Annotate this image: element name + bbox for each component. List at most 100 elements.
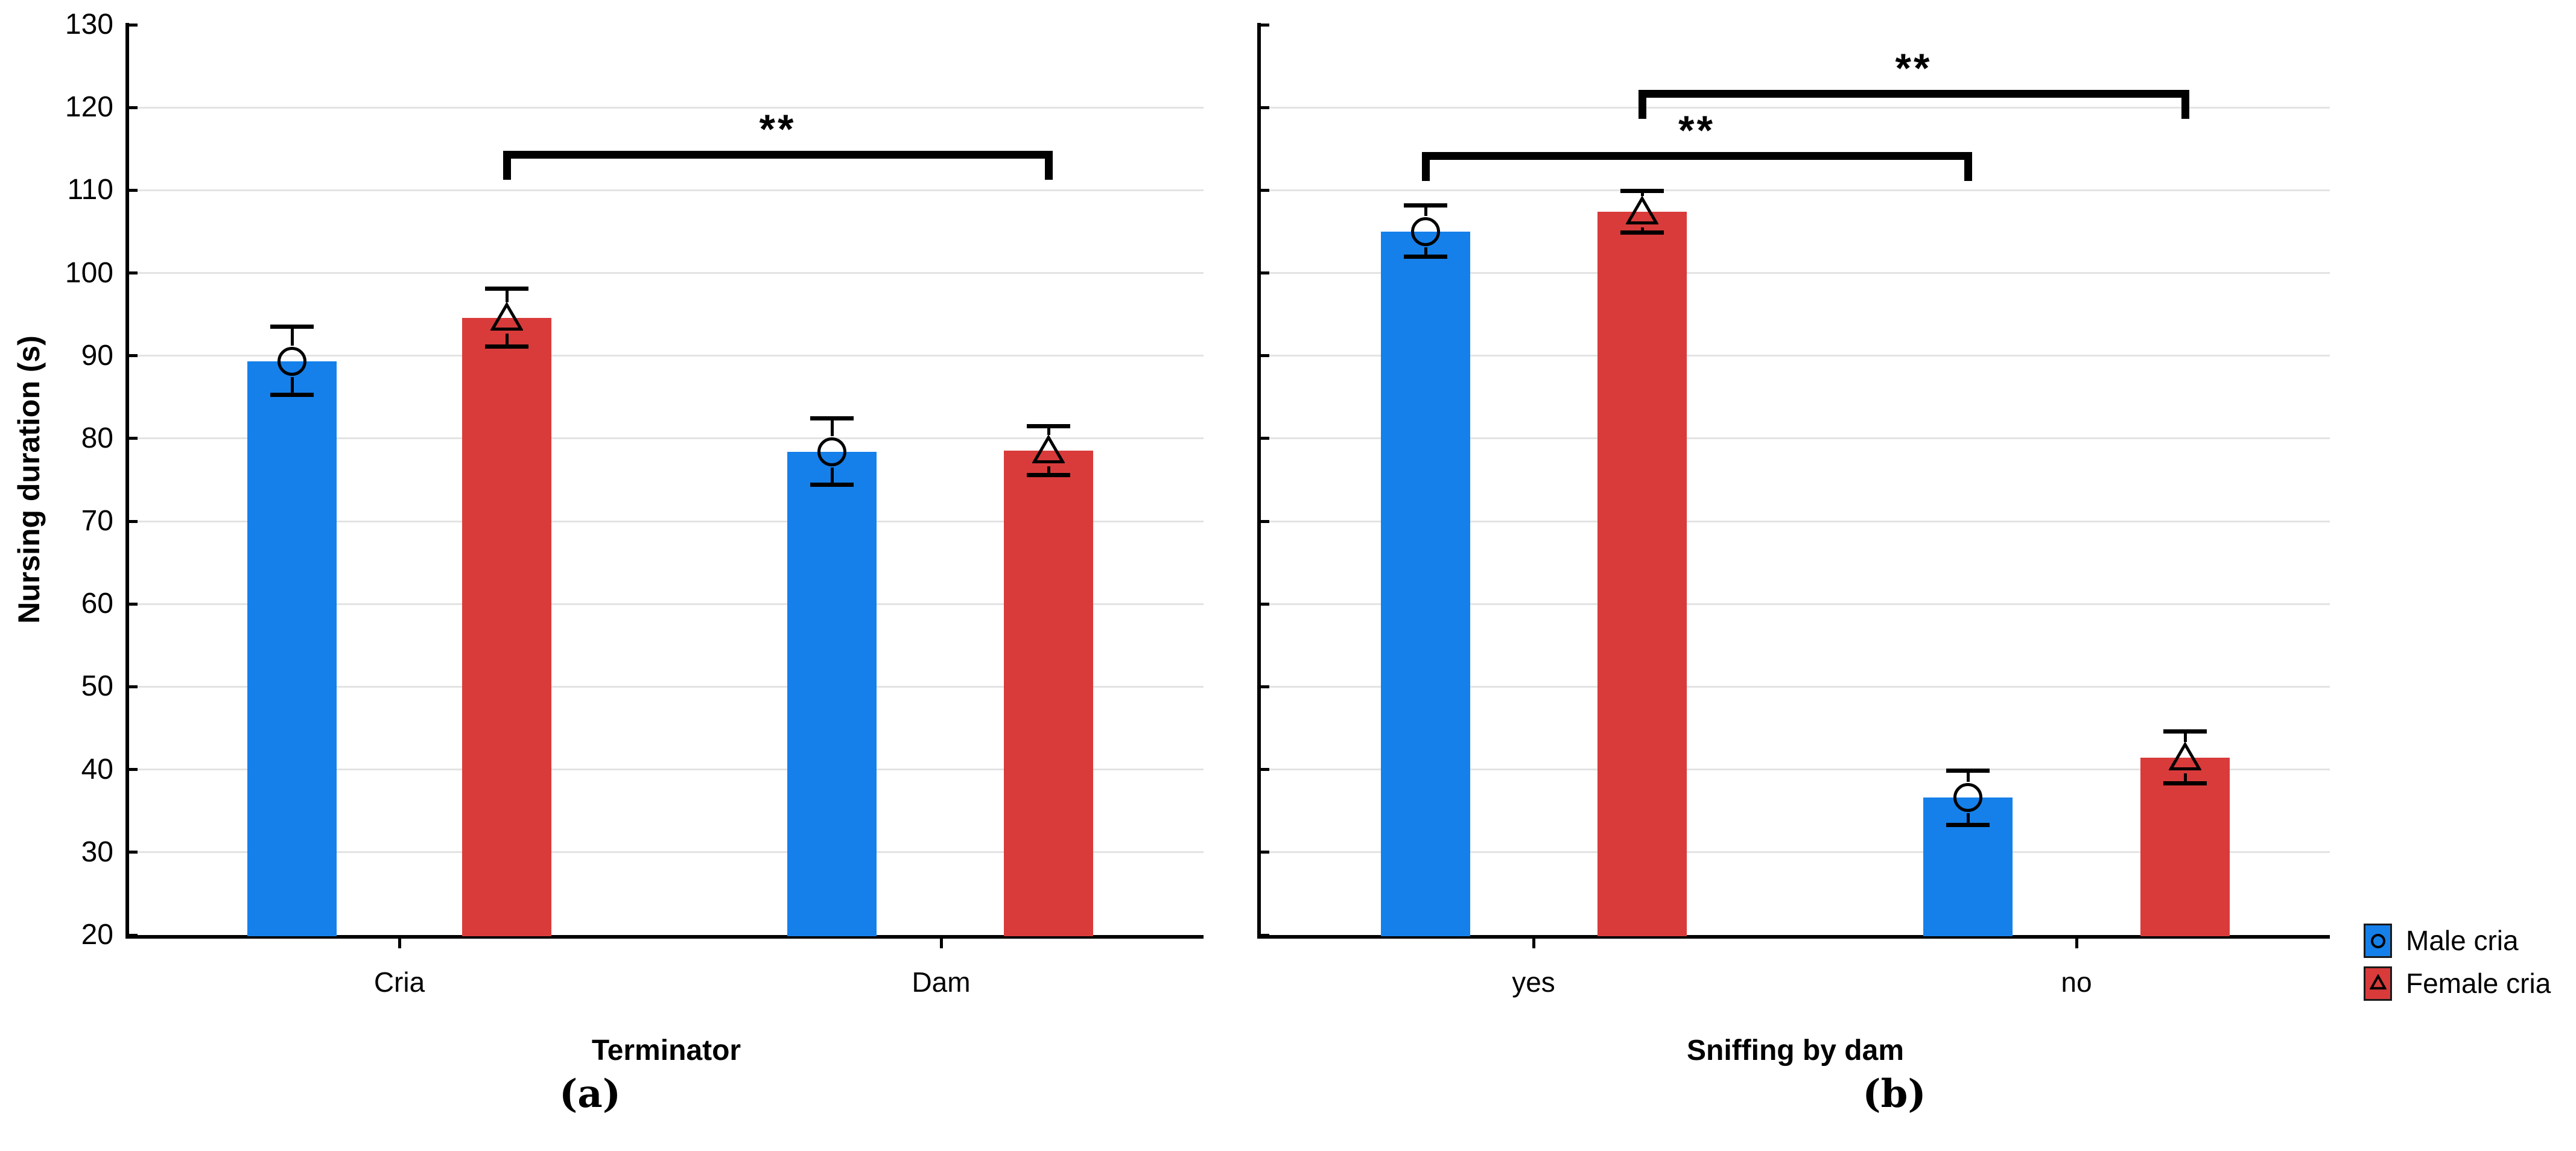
gridline	[129, 851, 1204, 854]
legend-label: Male cria	[2406, 925, 2519, 956]
errorbar-stem	[1424, 205, 1427, 216]
gridline	[129, 106, 1204, 109]
x-axis-title: Terminator	[591, 1035, 741, 1067]
errorbar-stem	[1047, 466, 1050, 475]
sig-bracket-end	[1638, 89, 1646, 119]
y-tick	[129, 23, 138, 27]
gridline	[129, 685, 1204, 688]
y-tick	[1261, 106, 1269, 109]
x-tick-label: no	[2061, 966, 2092, 998]
legend-label: Female cria	[2406, 968, 2551, 999]
y-tick	[1261, 685, 1269, 688]
gridline	[129, 437, 1204, 440]
y-tick-label: 130	[65, 8, 113, 41]
y-tick-label: 100	[65, 256, 113, 289]
y-tick	[129, 188, 138, 192]
gridline	[129, 355, 1204, 357]
sig-bracket-line	[1638, 89, 2189, 98]
errorbar-cap-bottom	[270, 392, 314, 397]
x-tick-label: Cria	[373, 966, 425, 998]
circle-marker-icon	[1953, 783, 1982, 813]
gridline	[129, 769, 1204, 771]
legend-swatch-circle	[2364, 924, 2392, 958]
y-tick-label: 110	[67, 174, 113, 206]
sig-bracket-end	[503, 151, 511, 180]
x-axis-line	[1257, 935, 2330, 939]
y-axis-line	[1257, 23, 1261, 939]
y-axis-line	[125, 23, 129, 939]
gridline	[129, 272, 1204, 274]
errorbar-stem	[505, 288, 509, 302]
errorbar-stem	[290, 326, 294, 346]
legend-swatch-triangle	[2364, 966, 2392, 1001]
panel-label: (b)	[1862, 1071, 1926, 1117]
x-tick	[2075, 939, 2078, 948]
errorbar-stem	[1640, 227, 1644, 233]
panel-label: (a)	[559, 1071, 621, 1117]
y-tick	[129, 106, 138, 109]
errorbar-stem	[290, 377, 294, 395]
errorbar-cap-bottom	[1027, 472, 1070, 477]
sig-bracket-end	[2181, 89, 2189, 119]
y-tick	[1261, 851, 1269, 854]
x-tick	[1532, 939, 1535, 948]
bar-male-cria	[247, 361, 337, 936]
y-tick-label: 20	[81, 919, 113, 951]
sig-stars-label: **	[1678, 107, 1715, 153]
y-tick	[1261, 519, 1269, 523]
y-tick	[129, 437, 138, 440]
y-tick-label: 80	[81, 422, 113, 454]
bar-female-cria	[462, 317, 551, 936]
y-tick	[129, 271, 138, 275]
y-tick	[129, 933, 138, 937]
errorbar-stem	[2183, 773, 2187, 784]
gridline	[129, 520, 1204, 522]
x-tick-label: yes	[1512, 966, 1555, 998]
x-tick	[398, 939, 401, 948]
gridline	[129, 603, 1204, 605]
y-tick	[1261, 188, 1269, 192]
gridline	[129, 189, 1204, 191]
circle-marker-icon	[817, 437, 846, 466]
gridline	[1261, 603, 2330, 605]
y-tick-label: 70	[81, 505, 113, 537]
x-tick	[939, 939, 943, 948]
bar-male-cria	[1381, 231, 1470, 936]
y-tick	[1261, 933, 1269, 937]
y-tick	[1261, 437, 1269, 440]
circle-marker-icon	[2370, 933, 2385, 948]
errorbar-stem	[1424, 247, 1427, 257]
x-tick-label: Dam	[912, 966, 971, 998]
errorbar-stem	[1966, 813, 1970, 825]
gridline	[1261, 189, 2330, 191]
bar-female-cria	[1004, 451, 1093, 936]
y-tick-label: 60	[81, 588, 113, 620]
y-tick	[1261, 354, 1269, 358]
y-tick	[1261, 602, 1269, 606]
errorbar-stem	[1640, 191, 1644, 197]
triangle-marker-icon	[490, 301, 524, 331]
y-tick	[1261, 271, 1269, 275]
gridline	[1261, 520, 2330, 522]
errorbar-stem	[830, 418, 834, 436]
sig-stars-label: **	[1895, 45, 1932, 91]
gridline	[1261, 851, 2330, 854]
bar-female-cria	[2140, 758, 2230, 936]
y-tick-label: 50	[81, 670, 113, 703]
triangle-marker-icon	[2168, 741, 2202, 771]
errorbar-stem	[2183, 731, 2187, 743]
circle-marker-icon	[1411, 217, 1440, 246]
errorbar-stem	[830, 467, 834, 485]
y-tick	[129, 685, 138, 688]
x-axis-title: Sniffing by dam	[1687, 1035, 1904, 1067]
y-tick	[129, 354, 138, 358]
gridline	[1261, 355, 2330, 357]
y-tick-label: 30	[81, 836, 113, 868]
triangle-marker-icon	[1625, 195, 1659, 225]
x-axis-line	[125, 935, 1204, 939]
sig-bracket-line	[1421, 151, 1972, 160]
y-tick	[1261, 768, 1269, 772]
y-tick-label: 120	[65, 91, 113, 124]
errorbar-cap-bottom	[485, 344, 528, 349]
